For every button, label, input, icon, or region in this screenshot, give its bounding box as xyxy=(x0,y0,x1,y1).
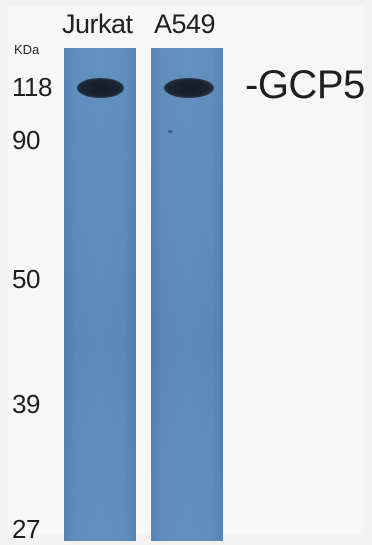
blot-speck xyxy=(168,130,173,133)
lane-label-jurkat: Jurkat xyxy=(62,9,133,39)
protein-band xyxy=(77,78,124,98)
mw-marker-50: 50 xyxy=(12,264,40,294)
mw-marker-39: 39 xyxy=(12,389,40,419)
lane-label-a549: A549 xyxy=(154,9,216,39)
mw-marker-118: 118 xyxy=(12,72,52,102)
blot-lane-a549 xyxy=(151,48,223,541)
mw-marker-90: 90 xyxy=(12,125,40,155)
blot-lane-jurkat xyxy=(64,48,136,541)
protein-label: -GCP5 xyxy=(245,63,365,107)
protein-band xyxy=(164,78,214,98)
mw-unit-label: KDa xyxy=(14,42,40,57)
mw-marker-27: 27 xyxy=(12,514,40,544)
